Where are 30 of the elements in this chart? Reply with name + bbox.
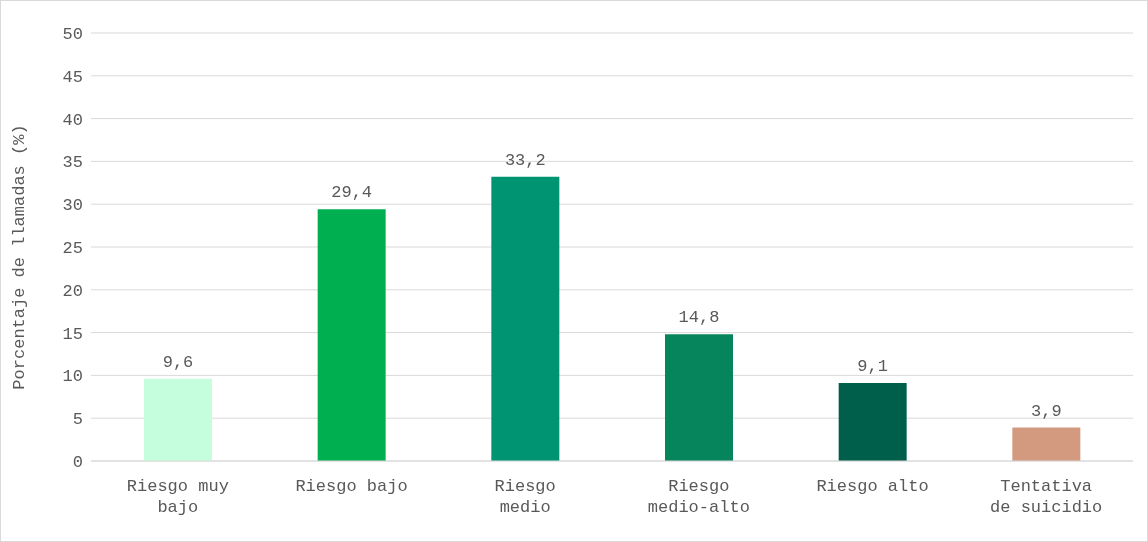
x-tick-label: Riesgo medio xyxy=(494,477,556,517)
y-tick-label: 15 xyxy=(62,324,83,344)
x-tick-label: Riesgo medio-alto xyxy=(647,477,750,517)
y-tick-label: 5 xyxy=(72,410,83,430)
y-tick-label: 10 xyxy=(62,367,83,387)
bar xyxy=(838,383,907,461)
y-tick-label: 0 xyxy=(72,453,83,473)
data-label: 3,9 xyxy=(1031,401,1062,421)
bar xyxy=(491,176,560,461)
data-label: 9,1 xyxy=(857,357,888,377)
y-axis-title: Porcentaje de llamadas (%) xyxy=(10,124,30,390)
y-tick-label: 20 xyxy=(62,281,83,301)
bar xyxy=(144,378,212,461)
y-tick-label: 25 xyxy=(62,239,83,259)
y-tick-label: 45 xyxy=(62,67,83,87)
y-tick-label: 50 xyxy=(62,25,83,45)
y-tick-label: 40 xyxy=(62,110,83,130)
data-label: 14,8 xyxy=(678,308,720,328)
bar xyxy=(1012,427,1081,461)
x-tick-label: Tentativa de suicidio xyxy=(990,477,1103,517)
bar xyxy=(665,334,733,461)
x-tick-label: Riesgo muy bajo xyxy=(126,477,229,517)
bar xyxy=(317,209,386,461)
data-label: 33,2 xyxy=(504,150,546,170)
y-tick-label: 30 xyxy=(62,196,83,216)
x-tick-label: Riesgo bajo xyxy=(295,477,408,496)
data-label: 9,6 xyxy=(162,352,194,372)
y-tick-label: 35 xyxy=(62,153,83,173)
data-label: 29,4 xyxy=(331,183,373,203)
x-tick-label: Riesgo alto xyxy=(816,477,929,496)
